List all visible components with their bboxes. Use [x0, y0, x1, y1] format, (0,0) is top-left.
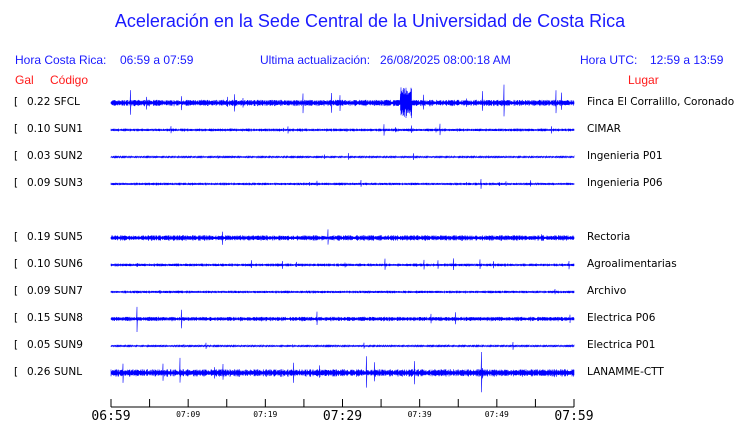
trace-SUN1 — [110, 123, 575, 136]
station-code: SUN5 — [54, 231, 83, 243]
station-gal: 0.05 — [27, 339, 51, 351]
chart-title: Aceleración en la Sede Central de la Uni… — [114, 11, 626, 31]
station-place: Rectoria — [587, 231, 631, 243]
trace-SUN8 — [110, 306, 575, 333]
x-tick-label-major: 07:59 — [554, 409, 593, 423]
code-header: Código — [50, 73, 89, 87]
bracket: [ — [14, 177, 19, 189]
station-gal: 0.10 — [27, 123, 51, 135]
bracket: [ — [14, 231, 19, 243]
station-code: SUN8 — [54, 312, 83, 324]
station-gal: 0.19 — [27, 231, 51, 243]
station-place: Ingenieria P06 — [587, 177, 663, 189]
x-tick-label-minor: 07:19 — [253, 410, 277, 419]
update-value: 26/08/2025 08:00:18 AM — [380, 53, 511, 67]
trace-SUN2 — [110, 152, 575, 161]
bracket: [ — [14, 258, 19, 270]
update-label: Ultima actualización: — [260, 53, 371, 67]
station-place: Agroalimentarias — [587, 258, 677, 270]
station-place: Ingenieria P01 — [587, 150, 663, 162]
station-gal: 0.09 — [27, 285, 51, 297]
station-gal: 0.22 — [27, 96, 51, 108]
station-code: SUN1 — [54, 123, 83, 135]
station-gal: 0.15 — [27, 312, 51, 324]
x-tick-label-minor: 07:09 — [176, 410, 200, 419]
station-code: SUN9 — [54, 339, 83, 351]
utc-range: 12:59 a 13:59 — [650, 53, 724, 67]
bracket: [ — [14, 366, 19, 378]
x-tick-label-major: 07:29 — [323, 409, 362, 423]
trace-SUN5 — [110, 229, 575, 245]
local-time-label: Hora Costa Rica: — [15, 53, 107, 67]
station-place: LANAMME-CTT — [587, 366, 664, 378]
station-gal: 0.09 — [27, 177, 51, 189]
bracket: [ — [14, 150, 19, 162]
station-gal: 0.03 — [27, 150, 51, 162]
station-place: Archivo — [587, 285, 627, 297]
station-place: Electrica P06 — [587, 312, 656, 324]
local-time-range: 06:59 a 07:59 — [120, 53, 194, 67]
bracket: [ — [14, 339, 19, 351]
station-gal: 0.26 — [27, 366, 51, 378]
bracket: [ — [14, 285, 19, 297]
bracket: [ — [14, 312, 19, 324]
trace-SUN7 — [110, 288, 575, 295]
trace-SUN9 — [110, 341, 575, 350]
station-code: SFCL — [54, 96, 80, 108]
place-header: Lugar — [628, 73, 659, 87]
trace-SUNL — [110, 351, 575, 393]
station-place: CIMAR — [587, 123, 621, 135]
x-tick-label-minor: 07:49 — [485, 410, 509, 419]
station-gal: 0.10 — [27, 258, 51, 270]
trace-SUN6 — [110, 258, 575, 271]
station-code: SUNL — [54, 366, 83, 378]
trace-SFCL — [110, 84, 575, 119]
trace-SUN3 — [110, 178, 575, 189]
bracket: [ — [14, 96, 19, 108]
station-code: SUN6 — [54, 258, 83, 270]
gal-header: Gal — [15, 73, 34, 87]
x-tick-label-minor: 07:39 — [408, 410, 432, 419]
utc-label: Hora UTC: — [580, 53, 638, 67]
station-place: Finca El Corralillo, Coronado — [587, 96, 735, 108]
station-place: Electrica P01 — [587, 339, 656, 351]
x-tick-label-major: 06:59 — [91, 409, 130, 423]
bracket: [ — [14, 123, 19, 135]
station-code: SUN7 — [54, 285, 83, 297]
station-code: SUN2 — [54, 150, 83, 162]
station-code: SUN3 — [54, 177, 83, 189]
